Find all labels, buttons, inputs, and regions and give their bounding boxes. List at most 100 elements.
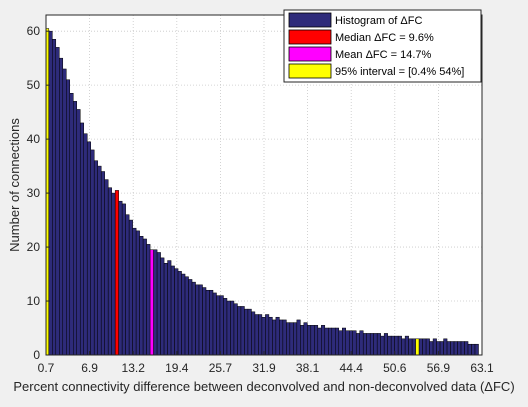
histogram-bar xyxy=(226,300,231,356)
histogram-bar xyxy=(307,325,312,356)
histogram-bar xyxy=(212,292,217,356)
histogram-bar xyxy=(156,252,161,356)
histogram-bar xyxy=(93,160,98,356)
histogram-bar xyxy=(132,227,137,356)
histogram-bar xyxy=(286,322,291,356)
histogram-bar xyxy=(342,327,346,356)
histogram-bar xyxy=(258,314,263,356)
histogram-bar xyxy=(366,333,371,356)
histogram-bar xyxy=(181,273,186,356)
histogram-bar xyxy=(369,333,374,356)
histogram-bar xyxy=(170,265,175,356)
histogram-bar xyxy=(167,260,172,356)
x-tick-label: 0.7 xyxy=(38,361,55,375)
histogram-bar xyxy=(328,327,333,356)
legend-swatch-mean xyxy=(288,46,332,62)
histogram-bar xyxy=(153,249,158,356)
histogram-bar xyxy=(338,330,343,356)
histogram-bar xyxy=(345,330,350,356)
y-tick-label: 60 xyxy=(27,24,41,38)
histogram-bar xyxy=(73,101,77,356)
histogram-bar xyxy=(205,289,210,356)
histogram-bar xyxy=(261,316,266,356)
legend-label-median: Median ΔFC = 9.6% xyxy=(335,32,434,44)
histogram-bar xyxy=(439,341,444,356)
histogram-bar xyxy=(198,284,203,356)
histogram-bar xyxy=(282,319,287,356)
histogram-bar xyxy=(300,325,305,356)
legend-swatch-interval xyxy=(288,63,332,79)
histogram-bar xyxy=(457,341,462,356)
x-tick-label: 38.1 xyxy=(296,361,320,375)
histogram-bar xyxy=(107,187,112,356)
histogram-bar xyxy=(467,343,472,356)
histogram-bar xyxy=(240,306,245,356)
x-tick-label: 13.2 xyxy=(122,361,146,375)
legend-label-mean: Mean ΔFC = 14.7% xyxy=(335,49,432,61)
legend-swatch-median xyxy=(288,29,332,45)
y-tick-label: 10 xyxy=(27,294,41,308)
histogram-bars xyxy=(45,28,479,356)
histogram-bar xyxy=(293,322,298,356)
histogram-bar xyxy=(160,257,165,356)
x-tick-label: 50.6 xyxy=(383,361,407,375)
y-tick-label: 50 xyxy=(27,78,41,92)
x-tick-label: 6.9 xyxy=(81,361,98,375)
histogram-bar xyxy=(310,325,315,356)
histogram-bar xyxy=(174,268,179,356)
x-axis-label: Percent connectivity difference between … xyxy=(13,379,514,394)
y-axis-ticks: 0 10 20 30 40 50 60 xyxy=(27,24,50,362)
histogram-bar xyxy=(352,330,357,356)
histogram-bar xyxy=(331,327,336,356)
histogram-bar xyxy=(219,295,224,356)
x-tick-label: 25.7 xyxy=(209,361,233,375)
histogram-bar xyxy=(418,338,423,356)
histogram-bar xyxy=(415,338,420,356)
histogram-bar xyxy=(104,179,109,356)
histogram-bar xyxy=(244,308,249,356)
histogram-bar xyxy=(303,322,308,356)
histogram-bar xyxy=(62,68,67,356)
histogram-bar xyxy=(247,308,252,356)
histogram-bar xyxy=(66,79,71,356)
histogram-bar xyxy=(279,319,284,356)
histogram-bar xyxy=(474,343,479,356)
histogram-bar xyxy=(335,327,340,356)
histogram-bar xyxy=(401,338,406,356)
legend-label-interval: 95% interval = [0.4% 54%] xyxy=(335,66,464,78)
histogram-bar xyxy=(275,316,280,356)
histogram-bar xyxy=(69,93,74,356)
histogram-bar xyxy=(404,335,409,356)
legend-label-histogram: Histogram of ΔFC xyxy=(335,15,422,27)
x-tick-label: 19.4 xyxy=(165,361,189,375)
histogram-bar xyxy=(317,327,322,356)
histogram-bar xyxy=(237,306,242,356)
histogram-bar xyxy=(471,343,476,356)
histogram-bar xyxy=(324,327,329,356)
histogram-bar xyxy=(429,341,434,356)
histogram-bar xyxy=(268,316,273,356)
histogram-bar xyxy=(83,133,88,356)
histogram-bar xyxy=(230,300,235,356)
histogram-bar xyxy=(79,122,84,356)
y-tick-label: 30 xyxy=(27,186,41,200)
y-axis-label: Number of connections xyxy=(7,118,22,252)
legend: Histogram of ΔFC Median ΔFC = 9.6% Mean … xyxy=(283,9,482,83)
histogram-bar xyxy=(453,341,458,356)
histogram-bar xyxy=(397,335,402,356)
histogram-bar xyxy=(272,319,277,356)
histogram-bar xyxy=(128,219,133,356)
x-tick-label: 31.9 xyxy=(252,361,276,375)
histogram-bar xyxy=(55,47,60,356)
histogram-bar xyxy=(373,333,378,356)
histogram-bar xyxy=(355,333,360,356)
histogram-bar xyxy=(387,335,392,356)
histogram-bar xyxy=(121,203,126,356)
histogram-bar xyxy=(90,149,95,356)
histogram-bar xyxy=(177,271,182,356)
y-tick-label: 0 xyxy=(33,348,40,362)
histogram-bar xyxy=(135,230,140,356)
histogram-bar xyxy=(411,338,416,356)
histogram-bar xyxy=(446,341,451,356)
